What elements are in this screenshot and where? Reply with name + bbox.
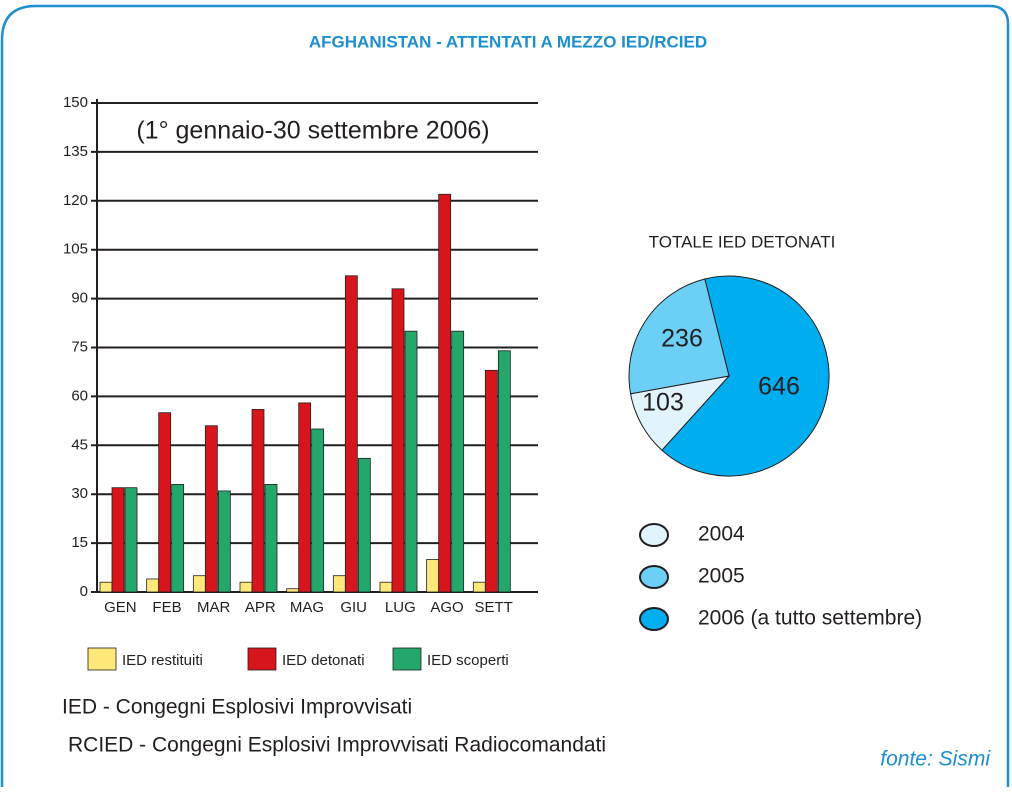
note: IED - Congegni Esplosivi Improvvisati bbox=[62, 696, 412, 719]
x-tick-label: LUG bbox=[385, 599, 416, 616]
bar bbox=[264, 484, 278, 593]
bar bbox=[404, 330, 418, 593]
y-tick-label: 105 bbox=[63, 241, 88, 258]
bar bbox=[217, 490, 231, 593]
legend-marker bbox=[639, 523, 669, 547]
x-tick-label: MAR bbox=[197, 599, 231, 616]
bar bbox=[357, 457, 371, 593]
bar bbox=[311, 428, 325, 593]
legend-label: IED detonati bbox=[282, 652, 365, 669]
legend-marker bbox=[639, 565, 669, 589]
bar bbox=[379, 581, 393, 593]
y-tick-label: 75 bbox=[71, 338, 88, 355]
bar bbox=[146, 578, 160, 593]
y-tick-label: 150 bbox=[63, 94, 88, 111]
bar bbox=[286, 588, 300, 593]
x-tick-label: SETT bbox=[474, 599, 512, 616]
legend-label: IED restituiti bbox=[122, 652, 203, 669]
legend-marker bbox=[639, 607, 669, 631]
pie-title: TOTALE IED DETONATI bbox=[649, 232, 836, 251]
y-tick-label: 0 bbox=[80, 583, 88, 600]
legend-label: IED scoperti bbox=[427, 652, 509, 669]
pie-value-label: 646 bbox=[758, 373, 800, 401]
x-tick-label: AGO bbox=[430, 599, 463, 616]
pie-value-label: 236 bbox=[661, 325, 703, 353]
bar bbox=[451, 330, 465, 593]
bar bbox=[332, 575, 346, 593]
bar bbox=[171, 484, 185, 593]
bar bbox=[192, 575, 206, 593]
pie-slice bbox=[661, 275, 830, 477]
legend-label: 2004 bbox=[698, 523, 745, 546]
bar bbox=[484, 369, 498, 593]
bar bbox=[472, 581, 486, 593]
x-tick-label: GEN bbox=[104, 599, 137, 616]
bar bbox=[298, 402, 312, 593]
bar bbox=[158, 412, 172, 593]
bar bbox=[251, 409, 265, 593]
legend-label: 2005 bbox=[698, 565, 745, 588]
x-tick-label: APR bbox=[245, 599, 276, 616]
frame bbox=[0, 4, 1010, 787]
x-tick-label: MAG bbox=[290, 599, 324, 616]
bar bbox=[111, 487, 125, 593]
bar-subtitle: (1° gennaio-30 settembre 2006) bbox=[136, 117, 489, 145]
legend-swatch bbox=[392, 647, 422, 671]
note: RCIED - Congegni Esplosivi Improvvisati … bbox=[68, 734, 606, 757]
pie-value-label: 103 bbox=[642, 389, 684, 417]
bar bbox=[344, 275, 358, 593]
bar bbox=[204, 425, 218, 593]
bar bbox=[497, 350, 511, 593]
y-tick-label: 15 bbox=[71, 534, 88, 551]
y-tick-label: 120 bbox=[63, 192, 88, 209]
bar bbox=[438, 193, 452, 593]
source: fonte: Sismi bbox=[880, 748, 991, 771]
legend-label: 2006 (a tutto settembre) bbox=[698, 607, 922, 630]
bar bbox=[426, 559, 440, 593]
y-tick-label: 30 bbox=[71, 485, 88, 502]
bar bbox=[124, 487, 138, 593]
legend-swatch bbox=[247, 647, 277, 671]
y-tick-label: 60 bbox=[71, 387, 88, 404]
bar bbox=[239, 581, 253, 593]
bar bbox=[99, 581, 113, 593]
x-tick-label: FEB bbox=[152, 599, 181, 616]
bar bbox=[391, 288, 405, 593]
legend-swatch bbox=[87, 647, 117, 671]
page-title: AFGHANISTAN - ATTENTATI A MEZZO IED/RCIE… bbox=[309, 32, 707, 51]
y-tick-label: 45 bbox=[71, 436, 88, 453]
pie-slice bbox=[628, 278, 730, 395]
y-tick-label: 90 bbox=[71, 290, 88, 307]
x-tick-label: GIU bbox=[340, 599, 367, 616]
y-tick-label: 135 bbox=[63, 143, 88, 160]
